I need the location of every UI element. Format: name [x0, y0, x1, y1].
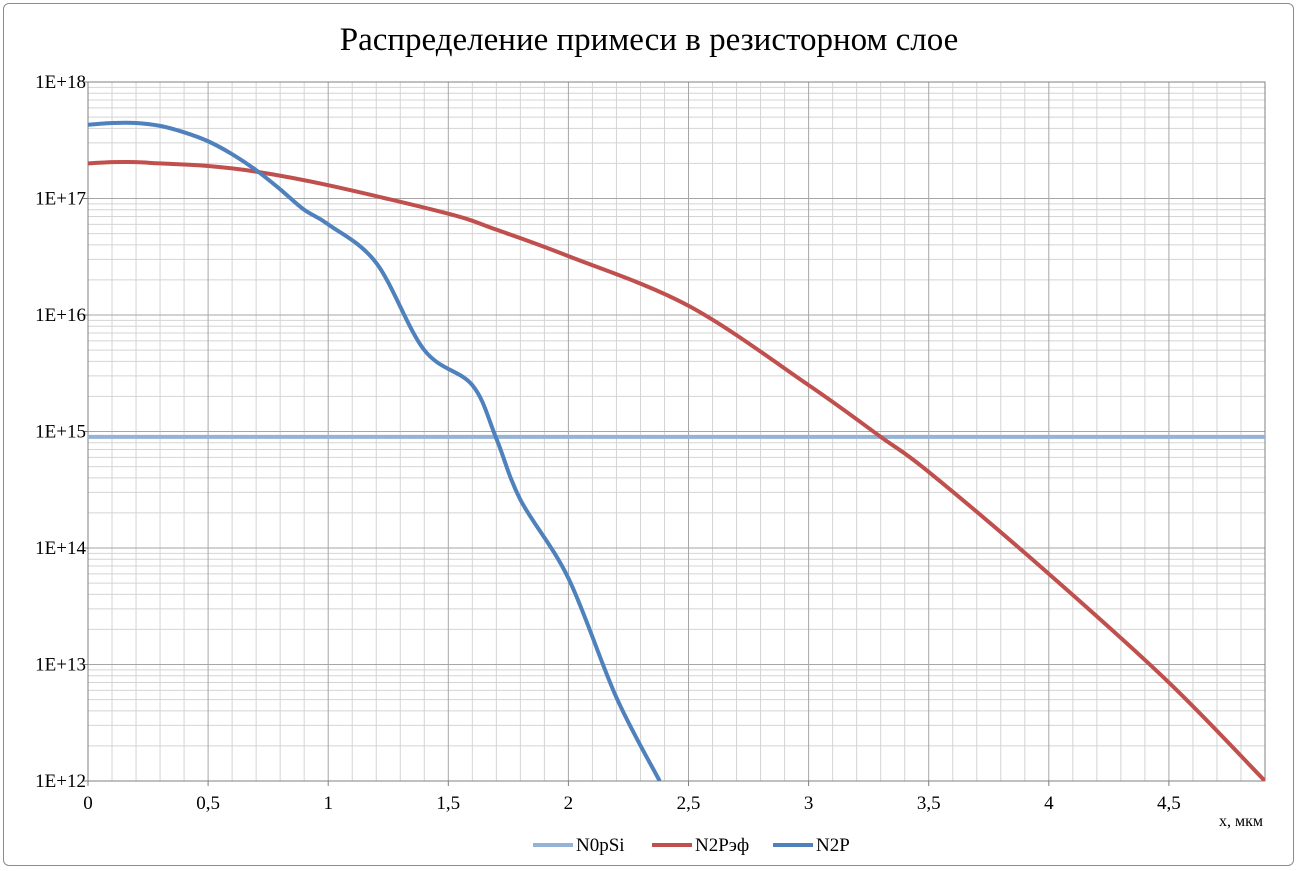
- legend: N0pSi N2Pэф N2P: [533, 835, 850, 856]
- grid-major: [88, 82, 1265, 781]
- y-tick-label: 1E+16: [35, 305, 86, 326]
- x-tick-label: 2: [564, 793, 574, 814]
- x-tick-label: 3: [804, 793, 814, 814]
- y-tick-label: 1E+17: [35, 189, 86, 210]
- x-tick-label: 4: [1044, 793, 1054, 814]
- chart-title: Распределение примеси в резисторном слое: [340, 22, 959, 58]
- x-tick-label: 1: [323, 793, 333, 814]
- y-tick-label: 1E+15: [35, 422, 86, 443]
- legend-label-n2p: N2P: [816, 835, 850, 856]
- x-tick-label: 4,5: [1157, 793, 1181, 814]
- y-tick-label: 1E+12: [35, 771, 86, 792]
- y-tick-label: 1E+13: [35, 655, 86, 676]
- y-tick-label: 1E+14: [35, 538, 86, 559]
- y-axis-ticks: 1E+12 1E+13 1E+14 1E+15 1E+16 1E+17 1E+18: [35, 72, 88, 792]
- legend-label-n0psi: N0pSi: [576, 835, 625, 856]
- x-tick-label: 0: [83, 793, 93, 814]
- series-layer: [88, 120, 1265, 781]
- x-axis-ticks: 0 0,5 1 1,5 2 2,5 3 3,5 4 4,5: [83, 781, 1181, 814]
- x-tick-label: 0,5: [196, 793, 220, 814]
- y-tick-label: 1E+18: [35, 72, 86, 93]
- x-tick-label: 1,5: [436, 793, 460, 814]
- series-line-n2pэф: [88, 160, 1265, 781]
- x-axis-label: x, мкм: [1219, 813, 1263, 830]
- x-tick-label: 3,5: [917, 793, 941, 814]
- x-tick-label: 2,5: [677, 793, 701, 814]
- legend-label-n2pэф: N2Pэф: [695, 835, 749, 856]
- series-line-n2p: [88, 120, 662, 781]
